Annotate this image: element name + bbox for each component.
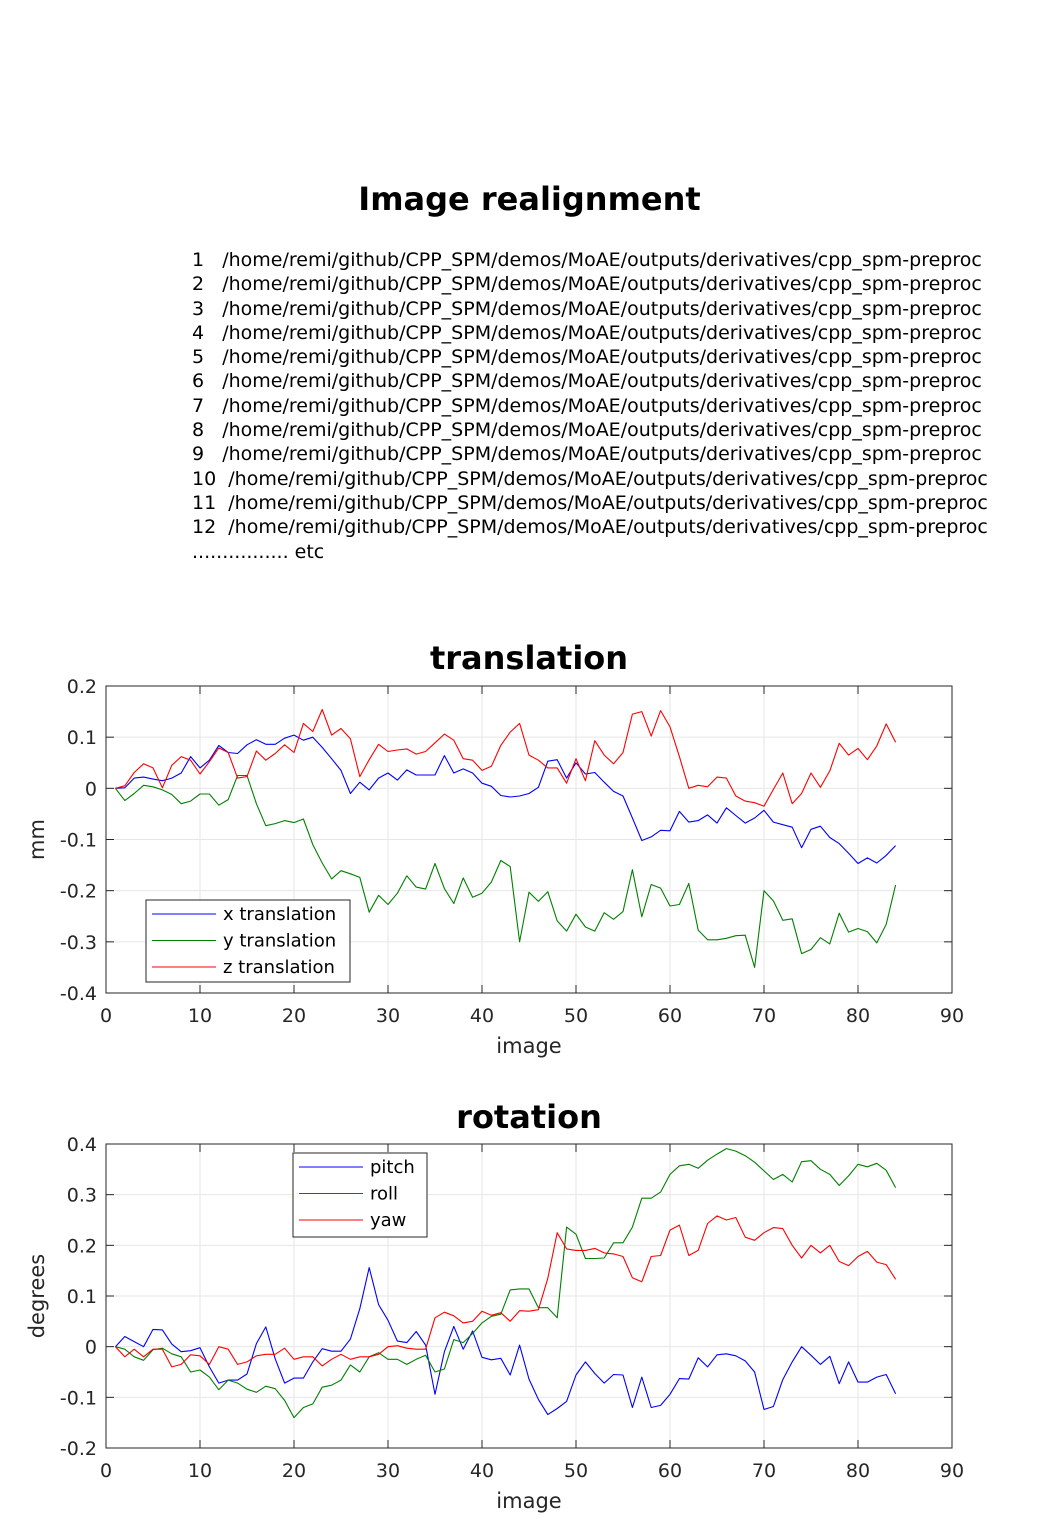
x-tick-label: 70 [752, 1460, 776, 1482]
x-tick-label: 30 [376, 1005, 400, 1027]
file-path: /home/remi/github/CPP_SPM/demos/MoAE/out… [222, 321, 982, 344]
file-list-item: 3 /home/remi/github/CPP_SPM/demos/MoAE/o… [192, 297, 1059, 321]
chart-title: translation [430, 639, 628, 677]
x-tick-label: 50 [564, 1460, 588, 1482]
legend-label: roll [370, 1184, 398, 1205]
x-tick-label: 70 [752, 1005, 776, 1027]
file-path: /home/remi/github/CPP_SPM/demos/MoAE/out… [228, 467, 988, 490]
file-path: /home/remi/github/CPP_SPM/demos/MoAE/out… [228, 516, 988, 539]
file-list-item: 12 /home/remi/github/CPP_SPM/demos/MoAE/… [192, 515, 1059, 539]
file-index: 8 [192, 419, 205, 442]
series-line-z-translation [115, 708, 897, 807]
file-path: /home/remi/github/CPP_SPM/demos/MoAE/out… [222, 249, 982, 271]
file-path: /home/remi/github/CPP_SPM/demos/MoAE/out… [222, 394, 982, 417]
file-list-etc: ................ etc [192, 540, 325, 563]
series-line-yaw [114, 1215, 897, 1368]
file-path: /home/remi/github/CPP_SPM/demos/MoAE/out… [228, 491, 988, 514]
file-index: 12 [192, 516, 217, 539]
y-tick-label: 0.1 [67, 1286, 97, 1308]
x-tick-label: 30 [376, 1460, 400, 1482]
file-path: /home/remi/github/CPP_SPM/demos/MoAE/out… [222, 346, 982, 369]
file-list: 1 /home/remi/github/CPP_SPM/demos/MoAE/o… [192, 248, 1059, 564]
y-tick-label: 0.1 [67, 727, 97, 749]
file-index: 1 [192, 249, 205, 271]
y-axis-label: degrees [25, 1254, 49, 1339]
file-path: /home/remi/github/CPP_SPM/demos/MoAE/out… [222, 273, 982, 296]
file-list-item: 6 /home/remi/github/CPP_SPM/demos/MoAE/o… [192, 369, 1059, 393]
series-line-x-translation [115, 734, 896, 865]
x-tick-label: 40 [470, 1005, 494, 1027]
legend-label: yaw [370, 1210, 406, 1231]
x-tick-label: 20 [282, 1005, 306, 1027]
file-list-item: 4 /home/remi/github/CPP_SPM/demos/MoAE/o… [192, 321, 1059, 345]
file-index: 9 [192, 443, 205, 466]
legend-label: pitch [370, 1157, 415, 1178]
file-index: 4 [192, 321, 205, 344]
y-tick-label: -0.2 [60, 1438, 97, 1460]
x-tick-label: 40 [470, 1460, 494, 1482]
file-list-item: 10 /home/remi/github/CPP_SPM/demos/MoAE/… [192, 467, 1059, 491]
y-tick-label: 0.4 [67, 1134, 97, 1156]
x-tick-label: 60 [658, 1460, 682, 1482]
file-list-item: 8 /home/remi/github/CPP_SPM/demos/MoAE/o… [192, 418, 1059, 442]
y-tick-label: -0.3 [60, 932, 97, 954]
y-tick-label: -0.4 [60, 983, 97, 1005]
file-list-item: 1 /home/remi/github/CPP_SPM/demos/MoAE/o… [192, 248, 1059, 272]
y-tick-label: -0.2 [60, 881, 97, 903]
y-tick-label: -0.1 [60, 830, 97, 852]
legend-label: x translation [223, 904, 336, 925]
file-list-item: 2 /home/remi/github/CPP_SPM/demos/MoAE/o… [192, 272, 1059, 296]
legend-label: z translation [223, 957, 335, 978]
x-tick-label: 0 [100, 1460, 112, 1482]
file-index: 11 [192, 491, 217, 514]
file-index: 10 [192, 467, 217, 490]
file-path: /home/remi/github/CPP_SPM/demos/MoAE/out… [222, 419, 982, 442]
x-tick-label: 60 [658, 1005, 682, 1027]
x-tick-label: 20 [282, 1460, 306, 1482]
chart-translation: 0 10 20 30 40 50 60 70 80 90 -0.4 -0.3 -0.2 -0.1 0 0.1 0… [25, 639, 964, 1058]
file-path: /home/remi/github/CPP_SPM/demos/MoAE/out… [222, 297, 982, 320]
y-tick-label: 0 [85, 778, 97, 800]
y-tick-label: 0 [85, 1337, 97, 1359]
y-axis-label: mm [25, 819, 49, 860]
x-tick-label: 10 [188, 1460, 212, 1482]
legend-label: y translation [223, 931, 336, 952]
file-list-item: 5 /home/remi/github/CPP_SPM/demos/MoAE/o… [192, 345, 1059, 369]
series-line-roll [115, 1148, 897, 1419]
x-axis-label: image [496, 1489, 561, 1513]
x-tick-label: 50 [564, 1005, 588, 1027]
series-line-y-translation [114, 774, 897, 968]
x-tick-label: 80 [846, 1005, 870, 1027]
series-line-pitch [114, 1267, 897, 1416]
x-tick-label: 90 [940, 1005, 964, 1027]
file-index: 7 [192, 394, 205, 417]
chart-rotation: 0 10 20 30 40 50 60 70 80 90 -0.2 -0.1 0 0.1 0.2 0.3 0.4… [25, 1098, 964, 1513]
x-axis-label: image [496, 1034, 561, 1058]
file-list-item: 9 /home/remi/github/CPP_SPM/demos/MoAE/o… [192, 442, 1059, 466]
y-tick-label: -0.1 [60, 1387, 97, 1409]
file-path: /home/remi/github/CPP_SPM/demos/MoAE/out… [222, 370, 982, 393]
page-title: Image realignment [358, 180, 701, 218]
x-tick-label: 80 [846, 1460, 870, 1482]
file-index: 3 [192, 297, 205, 320]
x-tick-label: 10 [188, 1005, 212, 1027]
y-tick-label: 0.3 [67, 1185, 97, 1207]
file-index: 5 [192, 346, 205, 369]
file-list-item: 11 /home/remi/github/CPP_SPM/demos/MoAE/… [192, 491, 1059, 515]
x-tick-label: 90 [940, 1460, 964, 1482]
y-tick-label: 0.2 [67, 676, 97, 698]
x-tick-label: 0 [100, 1005, 112, 1027]
file-index: 2 [192, 273, 205, 296]
file-index: 6 [192, 370, 205, 393]
file-list-item: 7 /home/remi/github/CPP_SPM/demos/MoAE/o… [192, 394, 1059, 418]
file-path: /home/remi/github/CPP_SPM/demos/MoAE/out… [222, 443, 982, 466]
chart-title: rotation [456, 1098, 602, 1136]
y-tick-label: 0.2 [67, 1235, 97, 1257]
